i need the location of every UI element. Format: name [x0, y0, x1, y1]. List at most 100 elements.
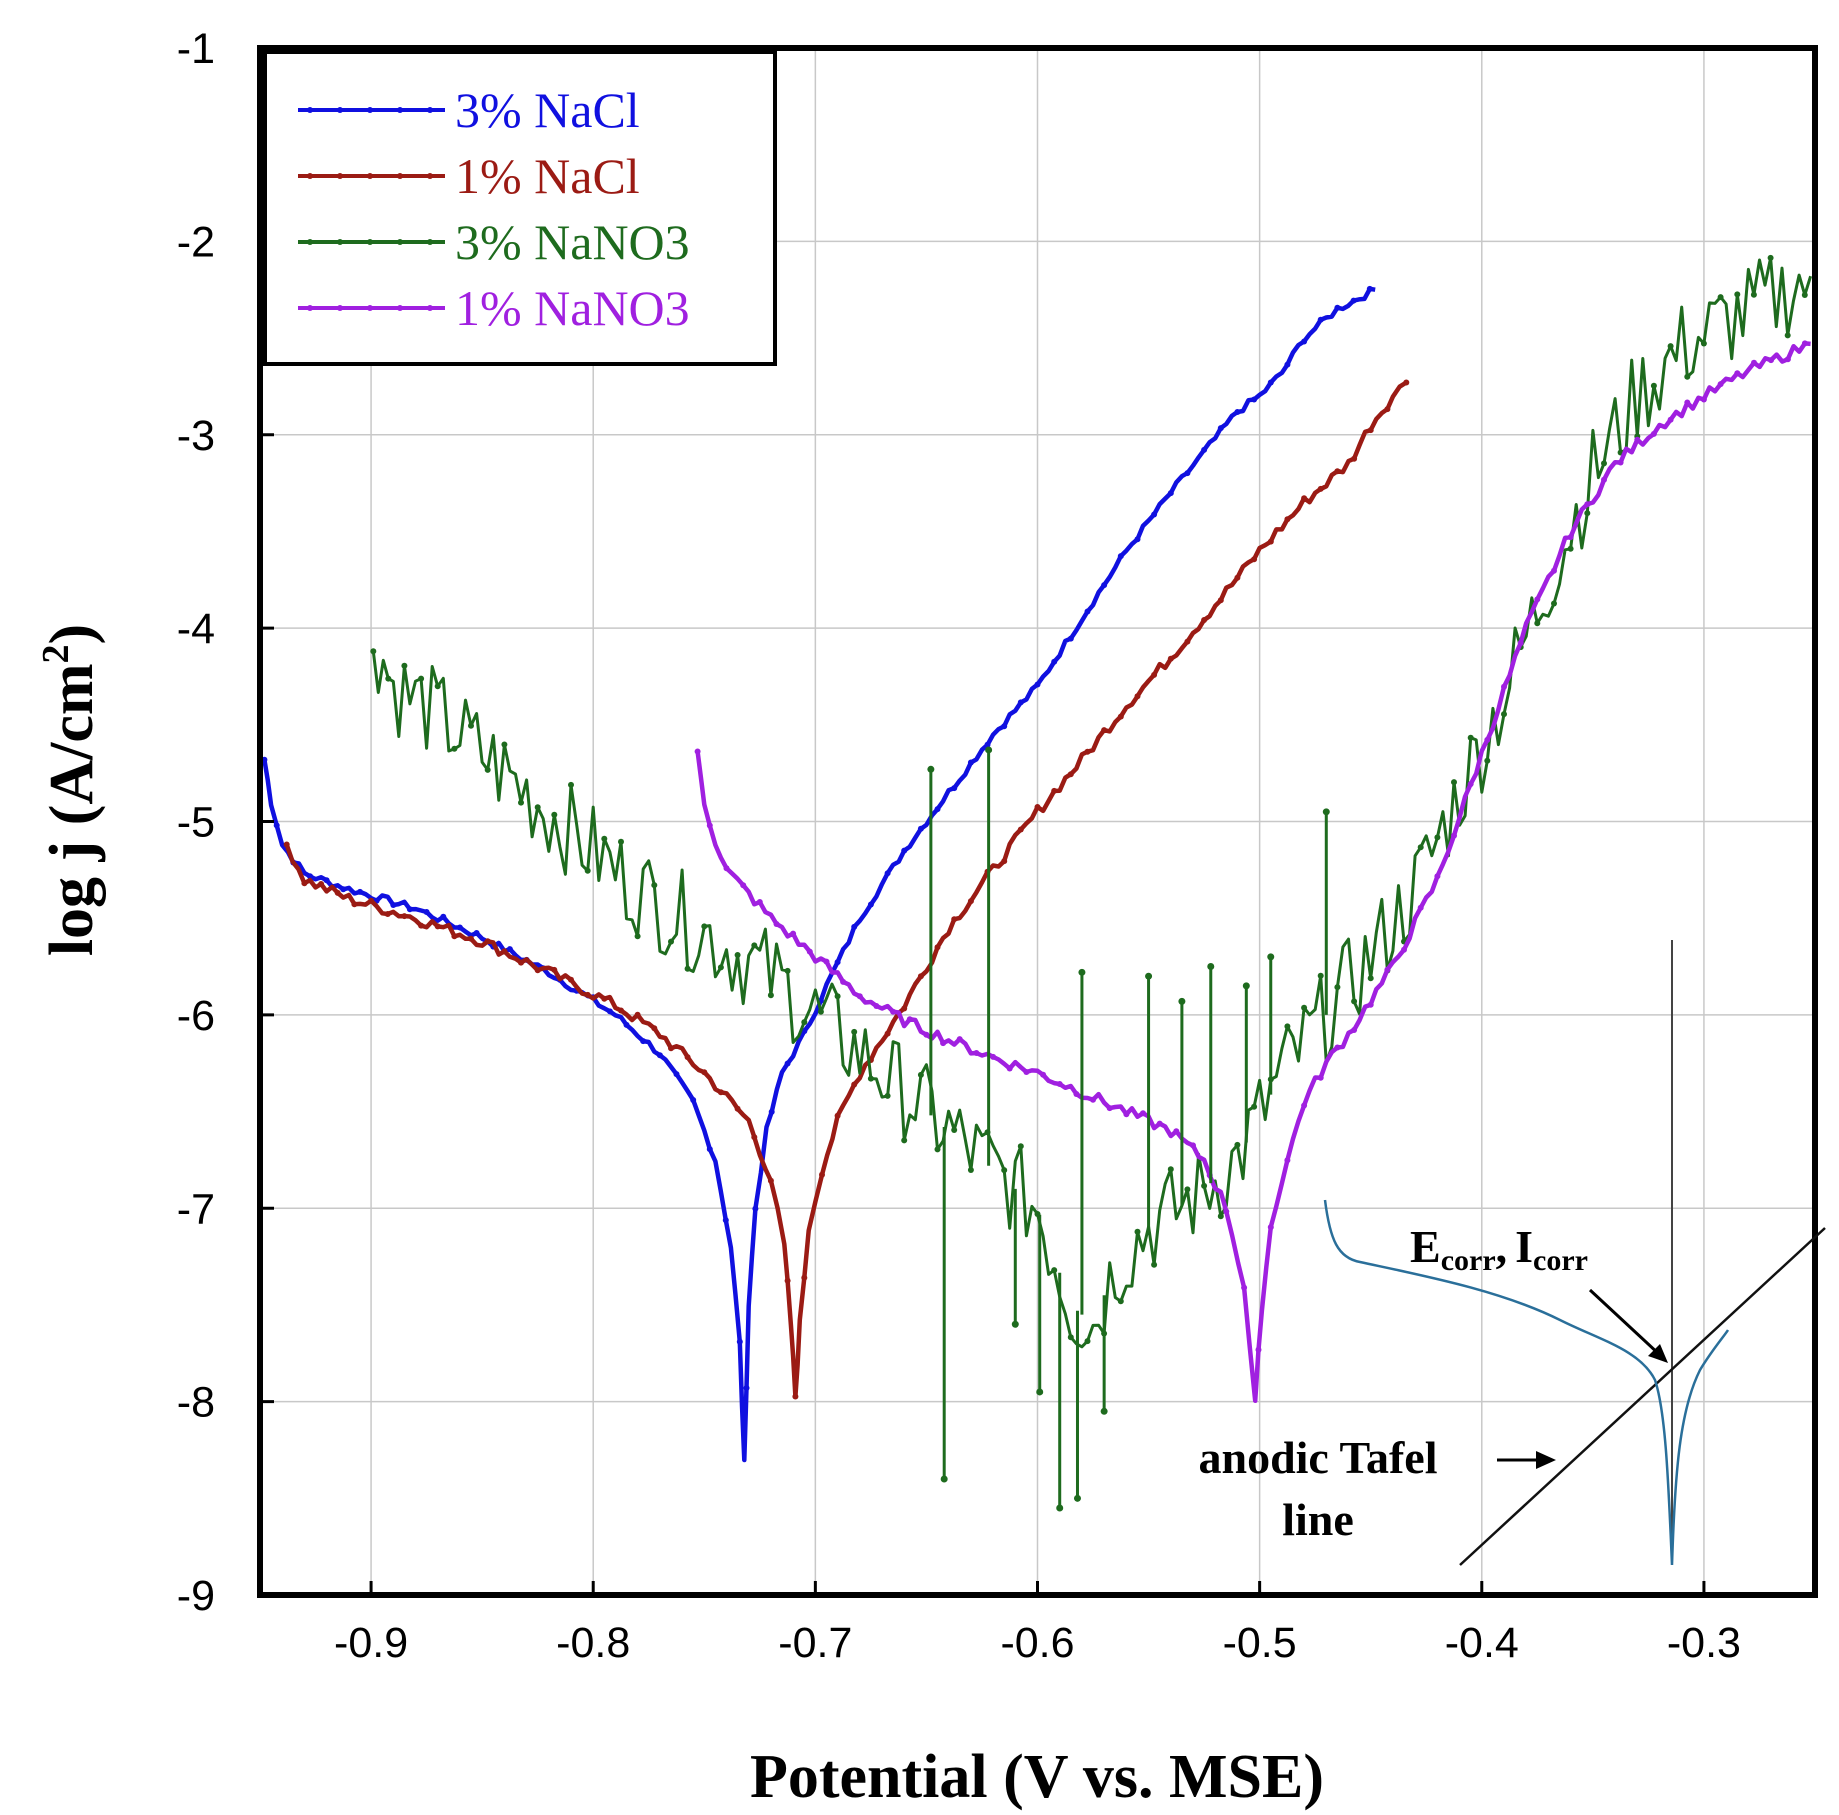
series-marker-2: [668, 938, 674, 945]
series-marker-1: [551, 966, 558, 973]
series-marker-2: [784, 967, 791, 974]
series-line-1: [284, 380, 1408, 1399]
series-marker-2: [1684, 373, 1691, 380]
series-marker-3: [1501, 683, 1507, 690]
series-marker-3: [1401, 946, 1407, 953]
series-marker-2: [484, 766, 491, 773]
series-marker-3: [1784, 356, 1791, 363]
series-marker-1: [584, 991, 591, 998]
series-marker-0: [1350, 297, 1357, 304]
series-marker-2: [751, 942, 758, 949]
series-marker-3: [956, 1036, 963, 1043]
y-tick-label: -2: [177, 218, 215, 266]
legend-swatch-marker: [337, 305, 343, 311]
series-marker-1: [1051, 787, 1058, 794]
inset-ecorr-arrowhead: [1648, 1344, 1668, 1363]
series-marker-0: [1034, 681, 1041, 688]
series-spike-marker: [1207, 963, 1215, 971]
series-marker-3: [1551, 567, 1557, 574]
series-marker-2: [1367, 975, 1374, 982]
series-layer: [261, 254, 1813, 1512]
series-marker-3: [1223, 1208, 1230, 1215]
series-spike-marker: [927, 765, 935, 773]
series-marker-2: [551, 811, 558, 818]
legend-swatch-marker: [397, 239, 403, 245]
series-spike-marker: [1011, 1320, 1019, 1328]
series-marker-3: [1040, 1071, 1047, 1078]
series-marker-2: [1301, 1004, 1308, 1011]
series-marker-1: [1067, 771, 1074, 778]
series-marker-3: [823, 958, 830, 965]
series-marker-1: [418, 922, 425, 929]
series-marker-0: [743, 1385, 750, 1391]
series-marker-2: [1567, 545, 1574, 552]
series-marker-1: [634, 1011, 641, 1018]
series-spike-marker: [940, 1475, 948, 1483]
series-marker-3: [1255, 1346, 1262, 1353]
x-tick-label: -0.3: [1667, 1619, 1741, 1667]
series-marker-3: [1284, 1157, 1291, 1164]
grid-lines: [260, 47, 1815, 1596]
series-marker-2: [1601, 460, 1607, 467]
series-marker-3: [1267, 1224, 1274, 1231]
series-marker-1: [1084, 748, 1091, 755]
series-marker-2: [1284, 1023, 1291, 1030]
series-marker-0: [967, 759, 974, 766]
series-marker-2: [1734, 291, 1741, 298]
legend-swatch-marker: [307, 173, 313, 179]
series-marker-1: [451, 933, 458, 940]
series-marker-1: [834, 1112, 841, 1119]
series-marker-1: [1367, 427, 1374, 434]
series-line-0: [262, 286, 1376, 1463]
series-marker-3: [973, 1050, 980, 1056]
series-marker-0: [1051, 658, 1058, 665]
series-marker-2: [1234, 1141, 1241, 1148]
series-marker-3: [1023, 1069, 1030, 1075]
legend-swatch-marker: [367, 173, 373, 179]
series-marker-3: [1451, 832, 1457, 839]
series-marker-1: [618, 1007, 624, 1014]
legend-swatch-marker: [427, 239, 433, 245]
series-marker-3: [840, 978, 847, 985]
series-marker-0: [390, 902, 397, 908]
series-marker-2: [1217, 1213, 1224, 1220]
series-marker-1: [651, 1025, 658, 1032]
series-marker-3: [1334, 1044, 1341, 1051]
y-tick-label: -5: [177, 799, 215, 847]
series-marker-3: [1484, 736, 1491, 743]
legend-label: 1% NaCl: [455, 148, 640, 204]
series-marker-0: [690, 1097, 697, 1103]
series-marker-2: [867, 1075, 874, 1082]
series-marker-1: [901, 1005, 908, 1012]
series-marker-1: [301, 880, 308, 887]
series-marker-2: [1434, 834, 1441, 841]
series-marker-2: [1467, 734, 1474, 741]
series-marker-2: [1767, 254, 1774, 261]
series-marker-3: [773, 921, 780, 927]
series-marker-2: [1784, 332, 1791, 339]
series-marker-3: [694, 748, 701, 755]
series-marker-1: [434, 923, 441, 930]
series-marker-3: [856, 993, 863, 1000]
legend-box: [263, 50, 777, 366]
series-marker-3: [1384, 966, 1391, 973]
legend-swatch-marker: [427, 173, 433, 179]
y-tick-label: -6: [177, 992, 215, 1040]
series-marker-2: [1650, 382, 1657, 389]
series-spike-marker: [1267, 953, 1275, 961]
inset-polarization-curve: [1323, 1199, 1730, 1566]
series-marker-1: [734, 1105, 741, 1112]
series-marker-0: [456, 924, 463, 931]
series-marker-1: [568, 976, 574, 983]
legend-swatch-marker: [337, 173, 343, 179]
series-marker-0: [1184, 470, 1191, 477]
series-marker-2: [501, 741, 508, 748]
series-marker-0: [1317, 316, 1324, 323]
series-marker-0: [423, 909, 430, 915]
series-marker-1: [401, 913, 408, 920]
series-marker-1: [334, 889, 341, 896]
series-marker-1: [384, 911, 391, 917]
series-marker-0: [307, 873, 313, 880]
series-marker-3: [873, 1003, 880, 1009]
series-marker-2: [1717, 294, 1724, 301]
